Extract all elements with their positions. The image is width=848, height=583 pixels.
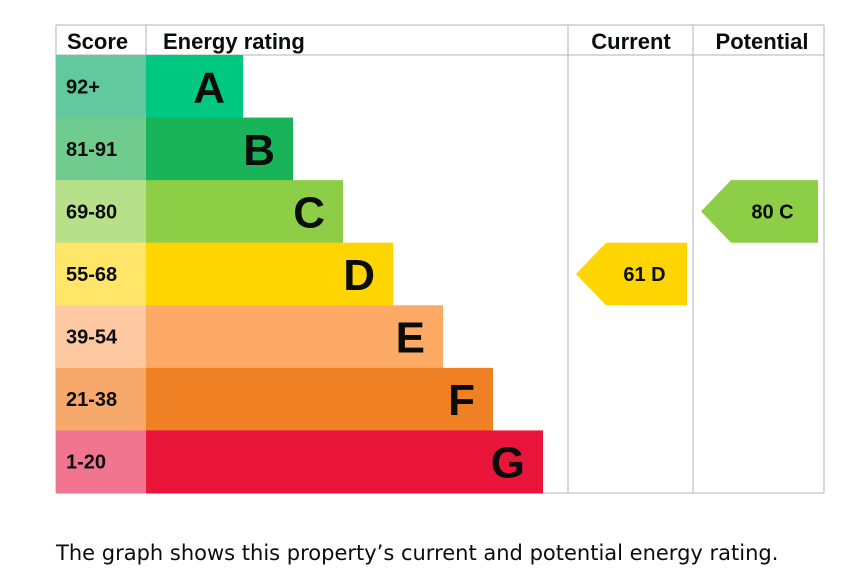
header-score: Score xyxy=(67,29,128,54)
band-c: 69-80 C xyxy=(56,180,343,244)
score-range-label: 39-54 xyxy=(66,327,118,349)
band-letter-label: F xyxy=(448,376,475,425)
score-range-label: 55-68 xyxy=(66,264,117,286)
rating-bar xyxy=(146,180,343,244)
band-letter-label: D xyxy=(343,251,375,300)
band-letter-label: A xyxy=(193,63,225,112)
rating-bar xyxy=(146,305,443,369)
band-letter-label: B xyxy=(243,126,275,175)
score-cell xyxy=(56,430,146,494)
band-f: 21-38 F xyxy=(56,367,493,431)
header-potential: Potential xyxy=(716,29,809,54)
potential-rating-arrow-label: 80 C xyxy=(751,201,793,223)
band-letter-label: C xyxy=(293,188,325,237)
score-range-label: 81-91 xyxy=(66,139,117,161)
potential-rating-arrow-shape xyxy=(701,180,818,243)
score-range-label: 21-38 xyxy=(66,389,117,411)
rating-bands: 92+ A 81-91 B 69-80 C 55-68 D 39-54 E 21-38 F 1-20 G xyxy=(56,55,543,494)
rating-bar xyxy=(146,55,243,119)
band-a: 92+ A xyxy=(56,55,243,119)
chart-caption: The graph shows this property’s current … xyxy=(56,541,779,565)
score-cell xyxy=(56,117,146,181)
rating-arrows: 61 D 80 C xyxy=(576,180,818,306)
potential-rating-arrow: 80 C xyxy=(701,180,818,243)
band-letter-label: E xyxy=(396,314,425,363)
rating-bar xyxy=(146,242,393,306)
score-cell xyxy=(56,55,146,119)
rating-bar xyxy=(146,430,543,494)
header-energy-rating: Energy rating xyxy=(163,29,305,54)
band-d: 55-68 D xyxy=(56,242,393,306)
score-cell xyxy=(56,180,146,244)
band-g: 1-20 G xyxy=(56,430,543,494)
score-range-label: 69-80 xyxy=(66,201,117,223)
band-b: 81-91 B xyxy=(56,117,293,181)
score-cell xyxy=(56,305,146,369)
current-rating-arrow-label: 61 D xyxy=(623,264,665,286)
score-range-label: 92+ xyxy=(66,76,100,98)
band-letter-label: G xyxy=(491,439,525,488)
current-rating-arrow-shape xyxy=(576,242,687,306)
current-rating-arrow: 61 D xyxy=(576,242,687,306)
score-range-label: 1-20 xyxy=(66,452,106,474)
header-current: Current xyxy=(591,29,671,54)
score-cell xyxy=(56,242,146,306)
band-e: 39-54 E xyxy=(56,305,443,369)
rating-bar xyxy=(146,367,493,431)
rating-bar xyxy=(146,117,293,181)
score-cell xyxy=(56,367,146,431)
